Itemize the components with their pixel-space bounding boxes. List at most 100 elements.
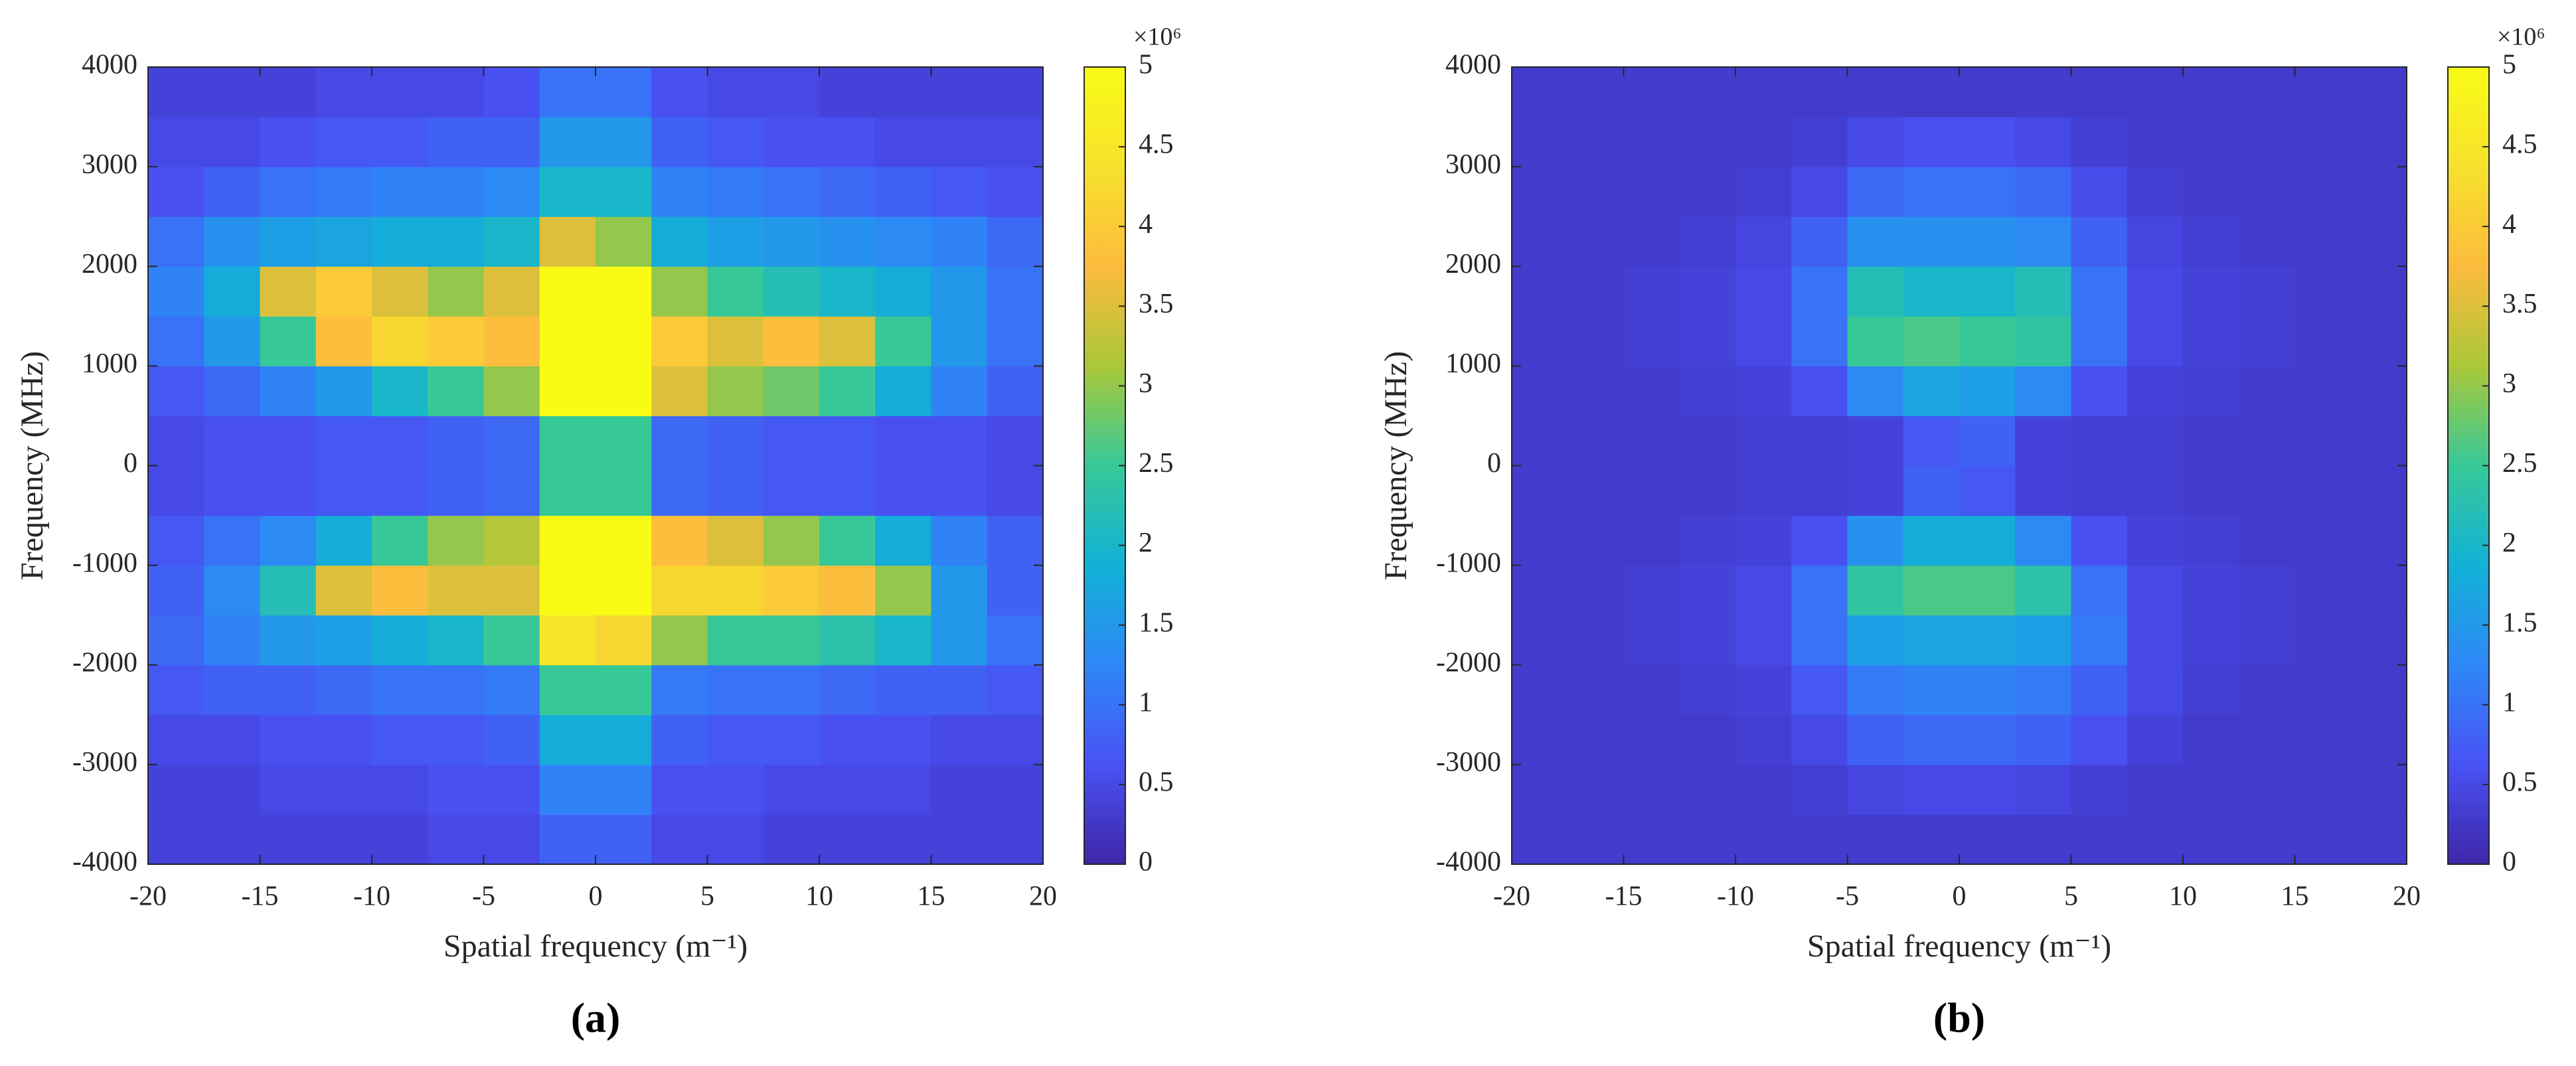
colorbar-tick-label: 0 — [1139, 847, 1153, 877]
heatmap-cell — [204, 117, 261, 167]
heatmap-cell — [315, 117, 372, 167]
y-tick-label: -4000 — [1436, 847, 1501, 877]
heatmap-cell — [707, 216, 764, 267]
heatmap-cell — [1623, 565, 1680, 616]
heatmap-cell — [2239, 316, 2296, 366]
heatmap-cell — [428, 465, 485, 516]
heatmap-cell — [819, 67, 876, 117]
heatmap-cell — [2294, 565, 2352, 616]
colorbar-tick-label: 1.5 — [1139, 607, 1174, 638]
heatmap-cell — [2350, 664, 2407, 716]
heatmap-cell — [596, 216, 652, 267]
heatmap-cell — [1568, 515, 1625, 566]
heatmap-cell — [483, 167, 540, 217]
y-tick-label: 0 — [123, 448, 137, 479]
heatmap-cell — [763, 416, 820, 467]
heatmap-cell — [1623, 266, 1680, 317]
heatmap-cell — [2071, 814, 2128, 865]
heatmap-cell — [2015, 814, 2072, 865]
x-axis-title: Spatial frequency (m⁻¹) — [443, 929, 748, 964]
heatmap-cell — [2239, 366, 2296, 417]
heatmap-cell — [875, 565, 932, 616]
heatmap-cell — [539, 266, 596, 317]
heatmap-cell — [315, 416, 372, 467]
heatmap-cell — [2183, 664, 2239, 716]
x-tick-label: 10 — [805, 881, 833, 912]
heatmap-cell — [483, 316, 540, 366]
colorbar-tick-label: 1 — [2502, 687, 2516, 718]
heatmap-cell — [483, 615, 540, 666]
heatmap-cell — [1623, 714, 1680, 765]
heatmap-cell — [1791, 615, 1848, 666]
heatmap-cell — [2350, 814, 2407, 865]
heatmap-cell — [315, 515, 372, 566]
heatmap-cell — [2071, 167, 2128, 217]
heatmap-cell — [2350, 764, 2407, 815]
heatmap-cell — [148, 764, 204, 815]
heatmap-cell — [1959, 565, 2016, 616]
heatmap-cell — [2127, 814, 2184, 865]
y-tick-label: 2000 — [1445, 249, 1501, 279]
heatmap-cell — [2294, 615, 2352, 666]
heatmap-cell — [2239, 764, 2296, 815]
x-tick-label: -15 — [1605, 881, 1643, 912]
heatmap-cell — [372, 167, 428, 217]
heatmap-cell — [819, 366, 876, 417]
heatmap-cell — [596, 316, 652, 366]
heatmap-cell — [1903, 316, 1960, 366]
heatmap-cell — [2239, 814, 2296, 865]
heatmap-cell — [763, 316, 820, 366]
heatmap-cell — [875, 67, 932, 117]
y-tick-label: 4000 — [82, 50, 137, 80]
heatmap-cell — [875, 416, 932, 467]
heatmap-cell — [2239, 565, 2296, 616]
heatmap-cell — [2015, 615, 2072, 666]
heatmap-cell — [763, 714, 820, 765]
x-tick-label: -20 — [1493, 881, 1530, 912]
heatmap-cell — [2071, 465, 2128, 516]
heatmap-cell — [763, 117, 820, 167]
heatmap-cell — [1847, 366, 1904, 417]
heatmap-cell — [1903, 67, 1960, 117]
x-tick-label: -15 — [242, 881, 279, 912]
heatmap-cell — [2239, 167, 2296, 217]
heatmap-cell — [315, 316, 372, 366]
heatmap-cell — [2183, 615, 2239, 666]
heatmap-cell — [1847, 565, 1904, 616]
heatmap-cell — [2183, 216, 2239, 267]
heatmap-cell — [596, 764, 652, 815]
heatmap-cell — [1903, 167, 1960, 217]
x-axis-title: Spatial frequency (m⁻¹) — [1807, 929, 2111, 964]
heatmap-cell — [1512, 316, 1568, 366]
heatmap-cell — [1903, 664, 1960, 716]
heatmap-cell — [315, 664, 372, 716]
heatmap-cell — [819, 814, 876, 865]
heatmap-cell — [2071, 117, 2128, 167]
heatmap-cell — [763, 67, 820, 117]
y-tick-label: -1000 — [72, 548, 137, 578]
heatmap-cell — [763, 366, 820, 417]
y-tick-label: -1000 — [1436, 548, 1501, 578]
heatmap-cell — [2183, 814, 2239, 865]
heatmap-cell — [148, 615, 204, 666]
heatmap-cell — [372, 565, 428, 616]
heatmap-cell — [2239, 465, 2296, 516]
heatmap-cell — [1791, 465, 1848, 516]
heatmap-cell — [372, 615, 428, 666]
heatmap-cell — [596, 266, 652, 317]
heatmap-cell — [1679, 67, 1736, 117]
heatmap-cell — [875, 316, 932, 366]
heatmap-cell — [1903, 764, 1960, 815]
heatmap-cell — [428, 814, 485, 865]
panel-label: (b) — [1933, 994, 1985, 1041]
heatmap-cell — [1512, 814, 1568, 865]
heatmap-cell — [428, 615, 485, 666]
y-tick-label: -2000 — [1436, 647, 1501, 678]
heatmap-cell — [148, 316, 204, 366]
heatmap-cell — [819, 167, 876, 217]
heatmap-cell — [2127, 67, 2184, 117]
heatmap-cell — [1847, 266, 1904, 317]
heatmap-cell — [148, 167, 204, 217]
heatmap-cell — [596, 615, 652, 666]
